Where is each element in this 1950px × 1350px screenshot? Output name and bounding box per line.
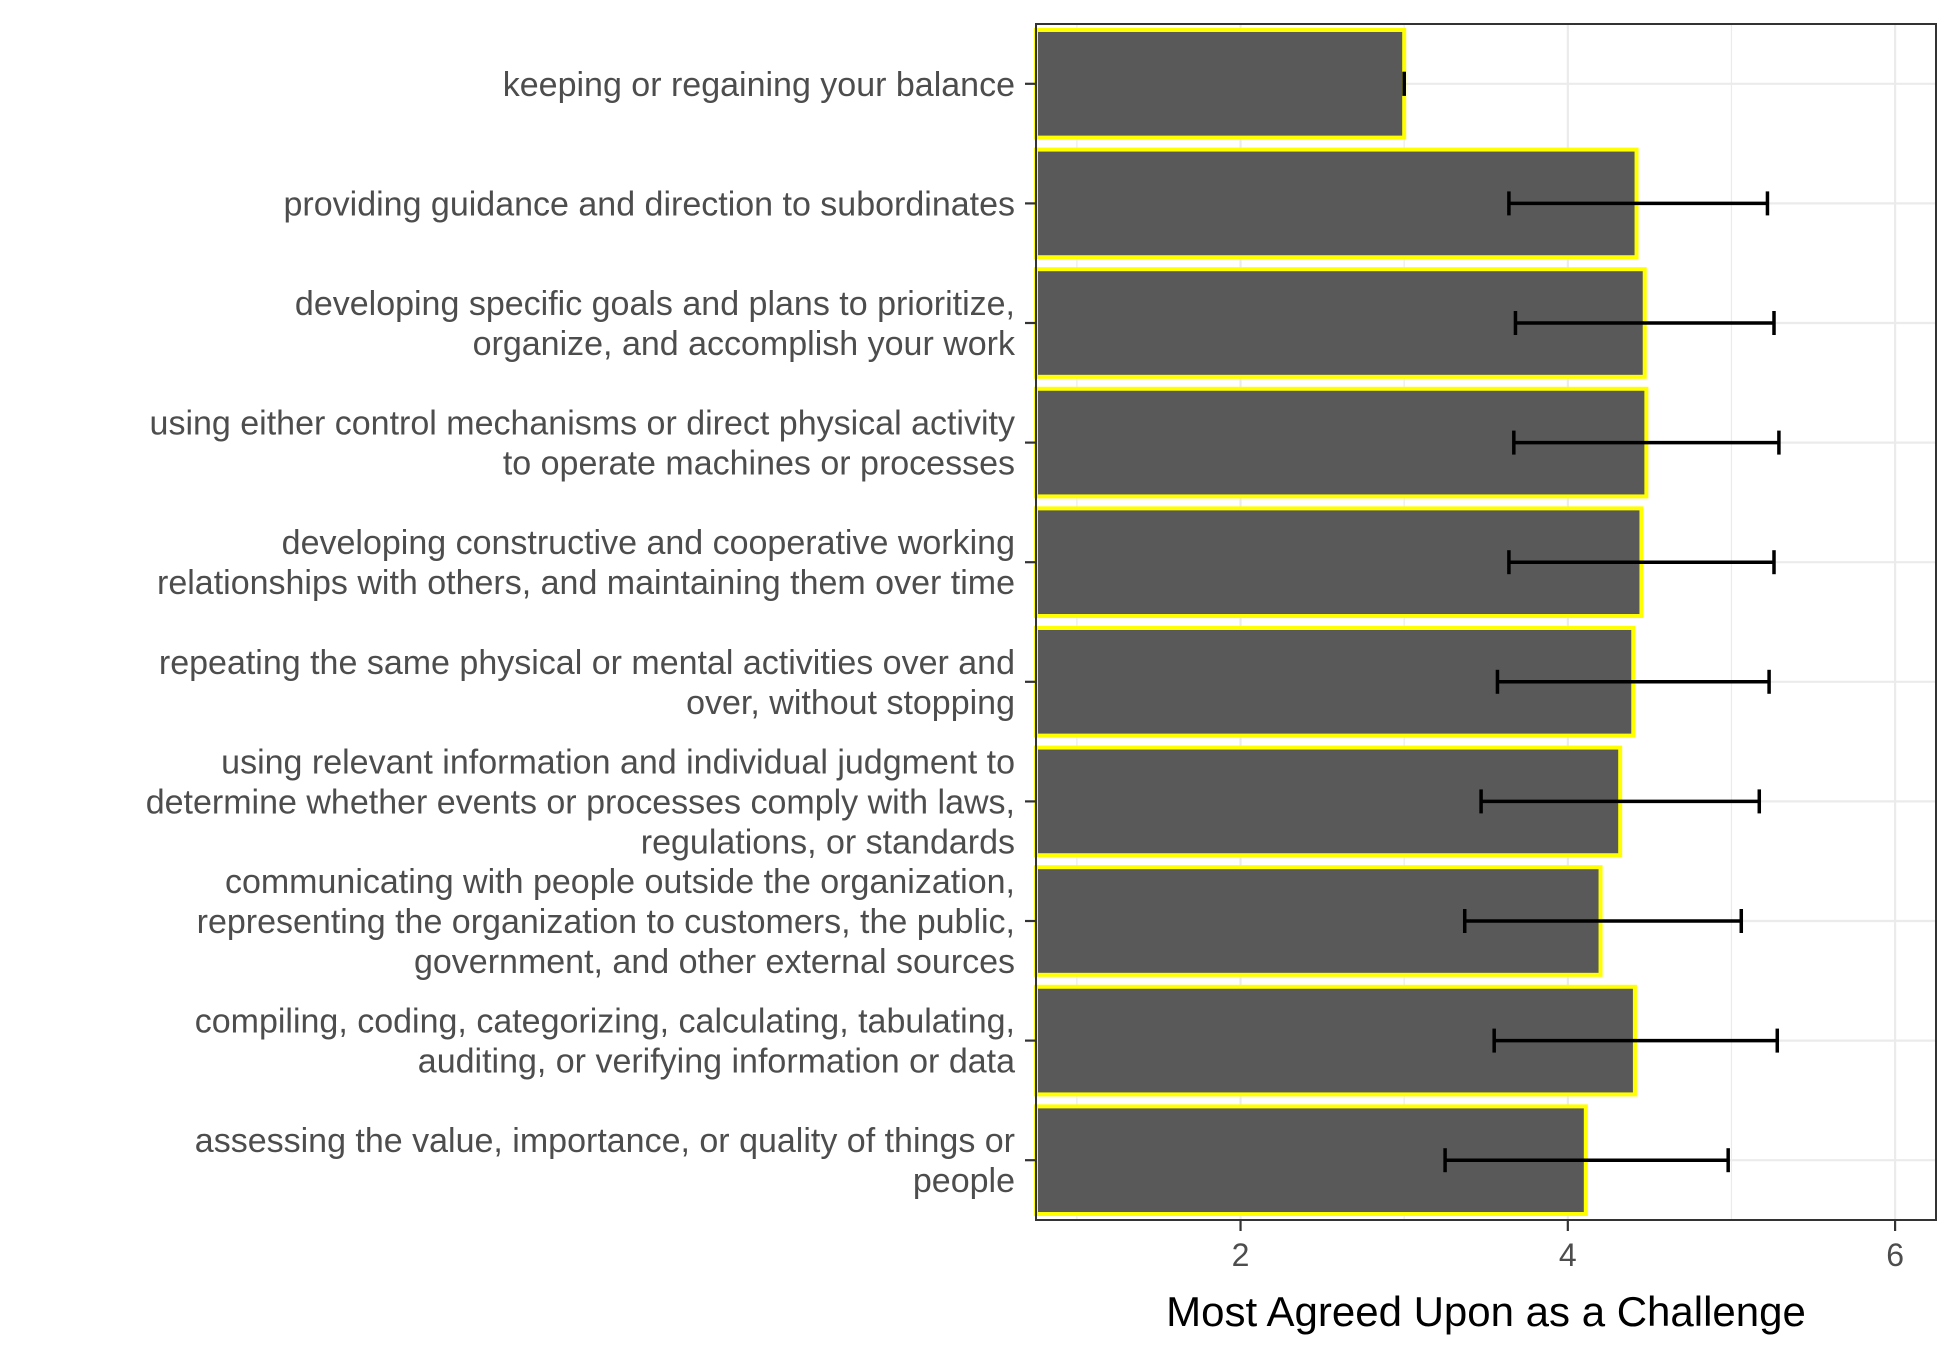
category-label-line: people [913,1162,1015,1200]
category-label: repeating the same physical or mental ac… [159,644,1015,722]
category-label-line: regulations, or standards [641,823,1015,861]
category-label-line: determine whether events or processes co… [146,783,1015,821]
bar [1034,27,1407,140]
error-bar [1479,789,1762,814]
category-label: using relevant information and individua… [146,743,1015,861]
category-label-line: auditing, or verifying information or da… [418,1043,1015,1081]
error-bar [1507,550,1776,575]
category-label-line: to operate machines or processes [503,445,1015,483]
category-label-line: keeping or regaining your balance [503,66,1015,104]
error-bar [1512,430,1781,455]
error-bar [1495,669,1771,694]
category-label-line: repeating the same physical or mental ac… [159,644,1015,682]
error-bar [1513,311,1776,335]
y-axis: keeping or regaining your balance providi… [146,66,1036,1200]
x-tick-label: 2 [1232,1237,1250,1273]
category-label-line: organize, and accomplish your work [473,325,1016,363]
category-label-line: communicating with people outside the or… [225,863,1015,901]
error-bars [1402,71,1781,1173]
x-tick-label: 6 [1886,1237,1904,1273]
category-label: compiling, coding, categorizing, calcula… [195,1003,1015,1081]
category-label: using either control mechanisms or direc… [150,405,1015,483]
category-label: communicating with people outside the or… [197,863,1015,981]
panel-border [1035,23,1937,1221]
category-label: assessing the value, importance, or qual… [195,1122,1015,1200]
category-label-line: over, without stopping [686,684,1015,722]
error-bar [1443,1148,1730,1173]
category-label-line: compiling, coding, categorizing, calcula… [195,1003,1015,1041]
category-label-line: relationships with others, and maintaini… [157,564,1015,602]
error-bar [1492,1028,1780,1053]
category-label-line: using relevant information and individua… [221,743,1015,781]
category-label: keeping or regaining your balance [503,66,1015,104]
x-axis: 2 4 6 [1232,1220,1904,1273]
error-bar [1462,909,1744,933]
category-label: developing constructive and cooperative … [157,524,1015,602]
category-label: developing specific goals and plans to p… [295,285,1016,363]
x-axis-title: Most Agreed Upon as a Challenge [1166,1288,1806,1335]
category-label-line: providing guidance and direction to subo… [284,185,1016,223]
category-label-line: using either control mechanisms or direc… [150,405,1015,443]
category-label: providing guidance and direction to subo… [284,185,1016,223]
category-label-line: representing the organization to custome… [197,903,1015,941]
category-label-line: developing constructive and cooperative … [282,524,1015,562]
category-label-line: assessing the value, importance, or qual… [195,1122,1015,1160]
category-label-line: government, and other external sources [414,943,1015,981]
x-tick-label: 4 [1559,1237,1577,1273]
category-label-line: developing specific goals and plans to p… [295,285,1015,323]
error-bar [1507,191,1770,216]
